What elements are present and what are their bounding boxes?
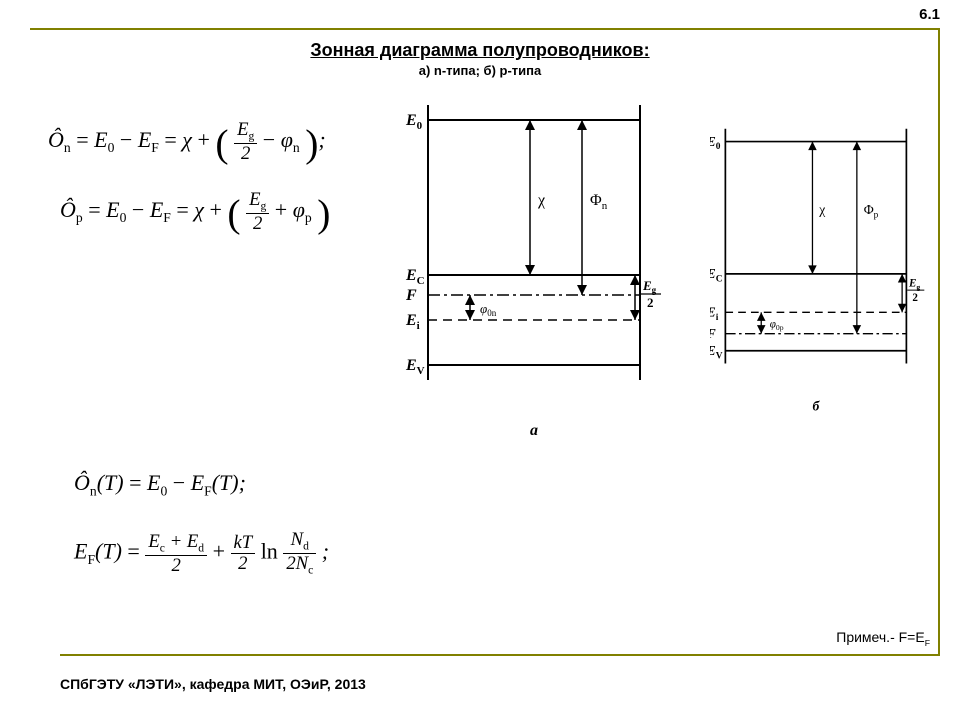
svg-text:EV: EV	[405, 357, 425, 377]
frame-top	[30, 28, 940, 30]
footnote-text: Примеч.- F=E	[836, 629, 924, 645]
page-number: 6.1	[919, 6, 940, 23]
svg-text:EC: EC	[405, 267, 425, 287]
footnote: Примеч.- F=EF	[836, 629, 930, 648]
equation-ef-T: EF(T) = Ec + Ed2 + kT2 ln Nd2Nc ;	[74, 530, 329, 577]
svg-text:2: 2	[912, 292, 918, 304]
svg-text:Φn: Φn	[590, 192, 608, 212]
svg-text:б: б	[812, 399, 820, 414]
svg-text:F: F	[710, 326, 716, 341]
svg-text:Eg: Eg	[642, 278, 657, 295]
svg-text:φ0p: φ0p	[770, 319, 784, 333]
title-block: Зонная диаграмма полупроводников: а) n-т…	[0, 40, 960, 78]
band-diagram-n-type: E0 ECF Ei EV χ Φn Eg2 φ0n а	[400, 95, 680, 440]
svg-text:а: а	[530, 422, 538, 439]
band-diagram-p-type: E0 EC Ei F EV χ Φp Eg2 φ0p б	[710, 95, 932, 440]
svg-text:φ0n: φ0n	[480, 301, 497, 318]
svg-text:F: F	[405, 287, 417, 304]
page: 6.1 Зонная диаграмма полупроводников: а)…	[0, 0, 960, 720]
svg-text:EC: EC	[710, 266, 723, 284]
footnote-sub: F	[925, 638, 930, 648]
frame-bottom	[60, 654, 940, 656]
svg-text:Eg: Eg	[908, 278, 920, 292]
svg-text:Ei: Ei	[405, 312, 420, 332]
footer: СПбГЭТУ «ЛЭТИ», кафедра МИТ, ОЭиР, 2013	[60, 676, 366, 692]
svg-text:E0: E0	[405, 112, 423, 132]
equation-phi-n: Ôn = E0 − EF = χ + ( Eg2 − φn );	[48, 120, 326, 167]
title-line-1: Зонная диаграмма полупроводников:	[0, 40, 960, 61]
svg-text:χ: χ	[537, 192, 546, 209]
svg-text:2: 2	[647, 295, 654, 310]
svg-text:χ: χ	[818, 202, 825, 217]
svg-text:E0: E0	[710, 134, 721, 152]
svg-text:Φp: Φp	[864, 202, 879, 220]
svg-text:EV: EV	[710, 343, 723, 361]
title-line-2: а) n-типа; б) p-типа	[0, 63, 960, 78]
equation-phi-p: Ôp = E0 − EF = χ + ( Eg2 + φp )	[60, 190, 330, 237]
equation-phi-n-T: Ôn(T) = E0 − EF(T);	[74, 470, 246, 499]
frame-right	[938, 28, 940, 656]
svg-text:Ei: Ei	[710, 305, 719, 323]
